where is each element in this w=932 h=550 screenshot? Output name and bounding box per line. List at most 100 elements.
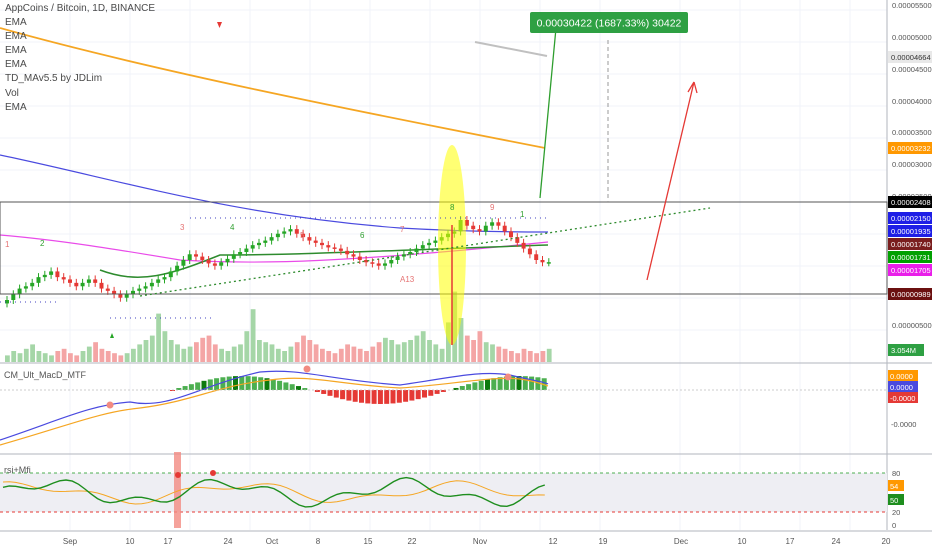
- candle-body[interactable]: [320, 242, 324, 246]
- rsi-pane-label[interactable]: rsi+Mfi: [4, 465, 31, 475]
- candle-body[interactable]: [471, 225, 476, 230]
- candle-body[interactable]: [206, 260, 211, 264]
- candle-body[interactable]: [11, 294, 16, 300]
- candle-body[interactable]: [42, 274, 47, 278]
- candle-body[interactable]: [55, 271, 60, 278]
- indicator-ema-4[interactable]: EMA: [5, 59, 27, 71]
- candle-body[interactable]: [313, 240, 318, 243]
- candle-body[interactable]: [156, 279, 161, 283]
- candle-body[interactable]: [509, 231, 513, 238]
- macd-tag[interactable]: [888, 381, 918, 392]
- candle-body[interactable]: [219, 262, 224, 266]
- candle-body[interactable]: [238, 252, 243, 255]
- candle-body[interactable]: [118, 294, 123, 298]
- candle-body[interactable]: [338, 248, 343, 251]
- measure-label-box[interactable]: [530, 12, 688, 33]
- macd-pane-label[interactable]: CM_Ult_MacD_MTF: [4, 370, 87, 380]
- price-tag[interactable]: [888, 142, 932, 154]
- rsi-tag[interactable]: [888, 480, 904, 491]
- candle-body[interactable]: [464, 220, 469, 226]
- candle-body[interactable]: [225, 258, 230, 263]
- candle-body[interactable]: [68, 279, 72, 283]
- candlesticks[interactable]: [5, 216, 551, 308]
- drawings[interactable]: 1 2 3 4 5 6 7 8 9 1 A13 0.00030422 (1687.33%) 30422: [0, 12, 888, 345]
- candle-body[interactable]: [427, 242, 432, 246]
- candle-body[interactable]: [515, 237, 520, 243]
- price-tag[interactable]: [888, 225, 932, 237]
- candle-body[interactable]: [5, 300, 9, 304]
- candle-body[interactable]: [275, 233, 280, 238]
- macd-tag[interactable]: [888, 392, 918, 403]
- candle-body[interactable]: [80, 282, 85, 287]
- candle-body[interactable]: [527, 248, 532, 255]
- macd-tag[interactable]: [888, 370, 918, 381]
- candle-body[interactable]: [408, 252, 413, 255]
- indicator-ema-3[interactable]: EMA: [5, 45, 27, 57]
- price-tag[interactable]: [888, 251, 932, 263]
- price-tag[interactable]: [888, 238, 932, 250]
- price-tag[interactable]: [888, 264, 932, 276]
- candle-body[interactable]: [30, 282, 35, 287]
- candle-body[interactable]: [483, 225, 488, 232]
- measure-arrow-line[interactable]: [539, 27, 557, 199]
- candle-body[interactable]: [131, 290, 135, 295]
- candle-body[interactable]: [357, 256, 362, 260]
- indicator-ema-1[interactable]: EMA: [5, 17, 27, 29]
- candle-body[interactable]: [345, 250, 350, 255]
- candle-body[interactable]: [17, 288, 22, 295]
- candle-body[interactable]: [414, 248, 419, 252]
- candle-body[interactable]: [401, 254, 406, 257]
- candle-body[interactable]: [105, 288, 110, 291]
- candle-body[interactable]: [326, 245, 331, 248]
- candle-body[interactable]: [521, 242, 526, 249]
- candle-body[interactable]: [143, 286, 148, 289]
- price-tag[interactable]: [888, 212, 932, 224]
- candle-body[interactable]: [200, 256, 205, 260]
- candle-body[interactable]: [99, 282, 104, 289]
- candle-body[interactable]: [149, 282, 154, 287]
- candle-body[interactable]: [351, 254, 356, 257]
- indicator-td-ma[interactable]: TD_MAv5.5 by JDLim: [5, 73, 103, 85]
- candle-body[interactable]: [194, 254, 198, 257]
- candle-body[interactable]: [36, 277, 41, 283]
- candle-body[interactable]: [433, 240, 438, 243]
- price-tag[interactable]: [888, 196, 932, 208]
- candle-body[interactable]: [307, 237, 312, 241]
- candle-body[interactable]: [502, 225, 507, 232]
- indicator-vol[interactable]: Vol: [5, 87, 19, 99]
- gray-segment[interactable]: [474, 41, 548, 57]
- candle-body[interactable]: [23, 286, 28, 289]
- candle-body[interactable]: [93, 279, 98, 283]
- indicator-ema-2[interactable]: EMA: [5, 31, 27, 43]
- candle-body[interactable]: [332, 247, 337, 249]
- candle-body[interactable]: [212, 263, 217, 266]
- candle-body[interactable]: [168, 271, 173, 278]
- candle-body[interactable]: [124, 294, 129, 298]
- time-axis[interactable]: Sep 10 17 24 Oct 8 15 22 Nov 12 19 Dec 10 17 24 20: [63, 537, 891, 546]
- candle-body[interactable]: [540, 260, 545, 263]
- candle-body[interactable]: [496, 222, 501, 226]
- candle-body[interactable]: [112, 290, 117, 295]
- candle-body[interactable]: [477, 229, 482, 232]
- candle-body[interactable]: [49, 271, 54, 275]
- candle-body[interactable]: [231, 254, 236, 259]
- rsi-tag[interactable]: [888, 494, 904, 505]
- candle-body[interactable]: [137, 288, 142, 291]
- candle-body[interactable]: [294, 229, 299, 234]
- candle-body[interactable]: [175, 265, 180, 272]
- candle-body[interactable]: [282, 231, 287, 234]
- symbol-title[interactable]: AppCoins / Bitcoin, 1D, BINANCE: [5, 3, 156, 14]
- candle-body[interactable]: [269, 237, 274, 241]
- candle-body[interactable]: [61, 277, 66, 280]
- candle-body[interactable]: [370, 262, 375, 264]
- candle-body[interactable]: [364, 260, 369, 263]
- candle-body[interactable]: [257, 242, 261, 246]
- candle-body[interactable]: [263, 240, 268, 243]
- candle-body[interactable]: [383, 263, 387, 266]
- candle-body[interactable]: [181, 260, 186, 266]
- candle-body[interactable]: [301, 233, 306, 238]
- indicator-ema-5[interactable]: EMA: [5, 101, 27, 113]
- candle-body[interactable]: [395, 256, 400, 260]
- candle-body[interactable]: [420, 245, 425, 249]
